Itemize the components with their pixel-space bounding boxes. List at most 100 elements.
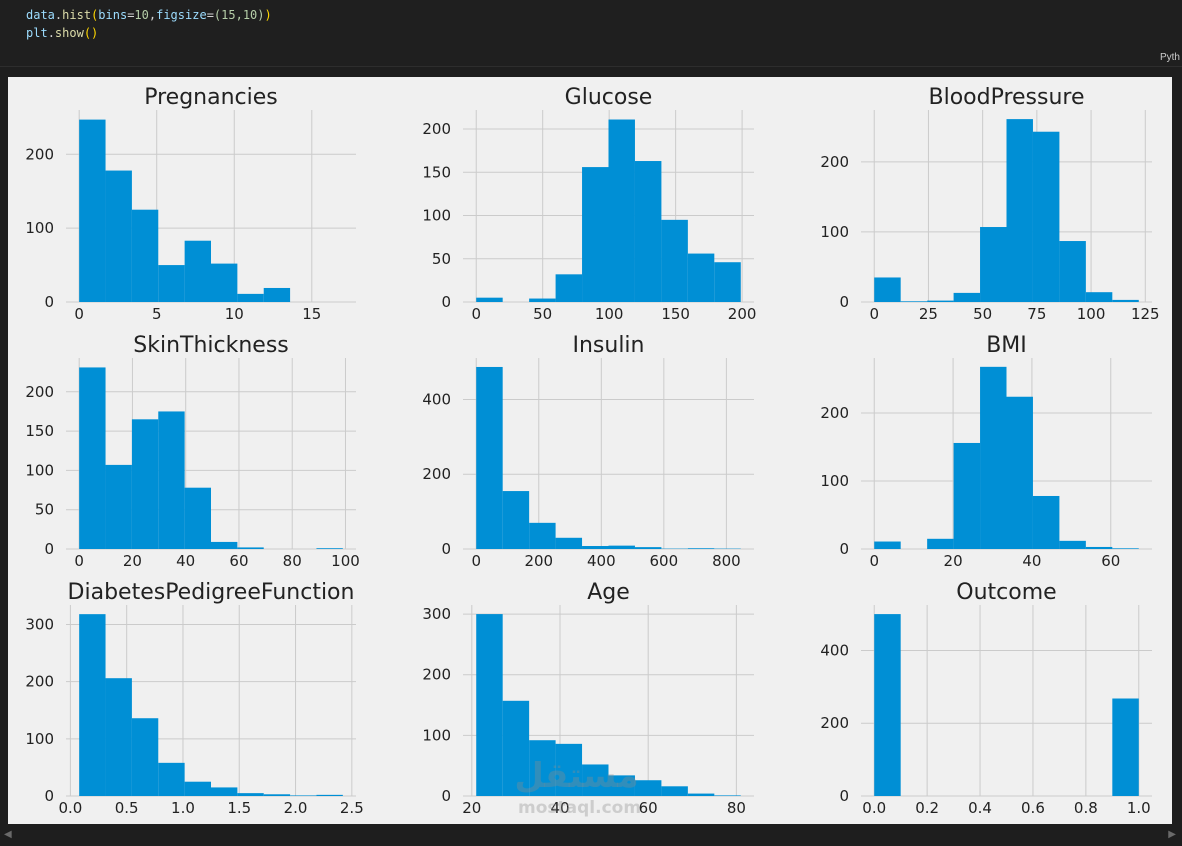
histogram-bar — [131, 209, 159, 302]
histogram-bar — [582, 546, 609, 549]
x-tick-label: 40 — [176, 552, 195, 570]
x-tick-label: 0.6 — [1021, 799, 1045, 817]
x-tick-label: 0 — [74, 552, 84, 570]
histogram-bar — [1059, 241, 1086, 302]
y-tick-label: 200 — [25, 383, 54, 401]
histogram-bar — [79, 119, 106, 302]
histogram-bar — [502, 491, 530, 549]
histogram-bar — [980, 227, 1007, 302]
code-line-show[interactable]: plt.show() — [26, 26, 98, 40]
watermark-arabic: مستقل — [514, 756, 639, 796]
x-tick-label: 60 — [1101, 552, 1120, 570]
code-token: = — [127, 8, 135, 22]
subplot-title: BloodPressure — [928, 85, 1084, 110]
x-tick-label: 0.0 — [58, 799, 82, 817]
subplot-title: Glucose — [565, 85, 653, 110]
histogram-bar — [1032, 495, 1060, 549]
y-tick-label: 200 — [422, 465, 451, 483]
histogram-bar — [131, 419, 159, 549]
x-tick-label: 40 — [1022, 552, 1041, 570]
histogram-bar — [237, 793, 264, 796]
code-cell[interactable]: data.hist(bins=10,figsize=(15,10)) plt.s… — [0, 0, 1182, 66]
x-tick-label: 60 — [229, 552, 248, 570]
x-tick-label: 0.2 — [915, 799, 939, 817]
histogram-bar — [263, 794, 291, 796]
x-tick-label: 40 — [550, 799, 569, 817]
code-token: show — [54, 26, 84, 40]
y-tick-label: 100 — [820, 223, 849, 241]
histogram-bar — [211, 541, 238, 549]
x-tick-label: 50 — [973, 305, 992, 323]
y-tick-label: 100 — [25, 730, 54, 748]
code-token: hist — [62, 8, 92, 22]
x-tick-label: 200 — [728, 305, 757, 323]
histogram-bar — [476, 297, 503, 302]
histogram-bar — [529, 298, 556, 302]
y-tick-label: 200 — [25, 673, 54, 691]
histogram-bar — [184, 781, 211, 796]
subplot-title: SkinThickness — [133, 333, 289, 358]
x-tick-label: 1.5 — [227, 799, 251, 817]
histogram-bar — [79, 614, 106, 796]
y-tick-label: 50 — [432, 250, 451, 268]
subplot-skinthickness: 0 20 40 60 80 100 0 50 100 150 200 SkinThickness — [25, 333, 359, 570]
y-tick-label: 0 — [44, 293, 54, 311]
scroll-left-icon[interactable]: ◀ — [4, 829, 12, 840]
x-tick-label: 2.0 — [284, 799, 308, 817]
x-tick-label: 100 — [1077, 305, 1106, 323]
histogram-bar — [1006, 396, 1033, 549]
code-token: bins — [98, 8, 128, 22]
x-tick-label: 10 — [225, 305, 244, 323]
language-label[interactable]: Pyth — [1159, 52, 1180, 63]
histogram-bar — [476, 614, 503, 796]
y-tick-label: 0 — [44, 540, 54, 558]
x-tick-label: 1.0 — [171, 799, 195, 817]
x-tick-label: 20 — [462, 799, 481, 817]
x-tick-label: 200 — [524, 552, 553, 570]
histogram-bar — [502, 700, 530, 796]
x-tick-label: 100 — [331, 552, 360, 570]
code-token: () — [83, 26, 99, 40]
x-tick-label: 0 — [74, 305, 84, 323]
x-tick-label: 2.5 — [340, 799, 364, 817]
code-token: 10 — [134, 8, 149, 22]
code-token: ) — [264, 8, 272, 22]
y-tick-label: 200 — [820, 153, 849, 171]
y-tick-label: 100 — [25, 461, 54, 479]
histogram-bar — [687, 793, 715, 796]
x-tick-label: 20 — [944, 552, 963, 570]
code-token: plt — [26, 26, 48, 40]
code-token: data — [26, 8, 55, 22]
x-tick-label: 0 — [869, 552, 879, 570]
x-tick-label: 0 — [869, 305, 879, 323]
x-tick-label: 0.4 — [968, 799, 992, 817]
x-tick-label: 80 — [283, 552, 302, 570]
x-tick-label: 25 — [919, 305, 938, 323]
histogram-bar — [105, 678, 132, 796]
subplot-age: 20 40 60 80 0 100 200 300 Age — [422, 580, 754, 817]
y-tick-label: 0 — [441, 787, 451, 805]
horizontal-scrollbar[interactable]: ◀ ▶ — [0, 826, 1182, 846]
histogram-bar — [1085, 546, 1113, 549]
y-tick-label: 100 — [422, 207, 451, 225]
code-token: . — [47, 26, 55, 40]
x-tick-label: 5 — [152, 305, 162, 323]
y-tick-label: 200 — [422, 666, 451, 684]
x-tick-label: 20 — [123, 552, 142, 570]
code-line-hist[interactable]: data.hist(bins=10,figsize=(15,10)) — [26, 8, 272, 22]
histogram-bar — [634, 547, 662, 549]
histogram-bar — [927, 538, 954, 549]
histogram-bar — [1006, 119, 1033, 302]
x-tick-label: 800 — [712, 552, 741, 570]
histogram-bar — [608, 545, 635, 549]
x-tick-label: 100 — [595, 305, 624, 323]
histogram-bar — [927, 300, 954, 302]
code-token: figsize — [156, 8, 207, 22]
scroll-right-icon[interactable]: ▶ — [1168, 829, 1176, 840]
histogram-bar — [582, 167, 609, 302]
y-tick-label: 150 — [25, 422, 54, 440]
histogram-bar — [290, 795, 317, 796]
x-tick-label: 75 — [1027, 305, 1046, 323]
y-tick-label: 50 — [35, 501, 54, 519]
